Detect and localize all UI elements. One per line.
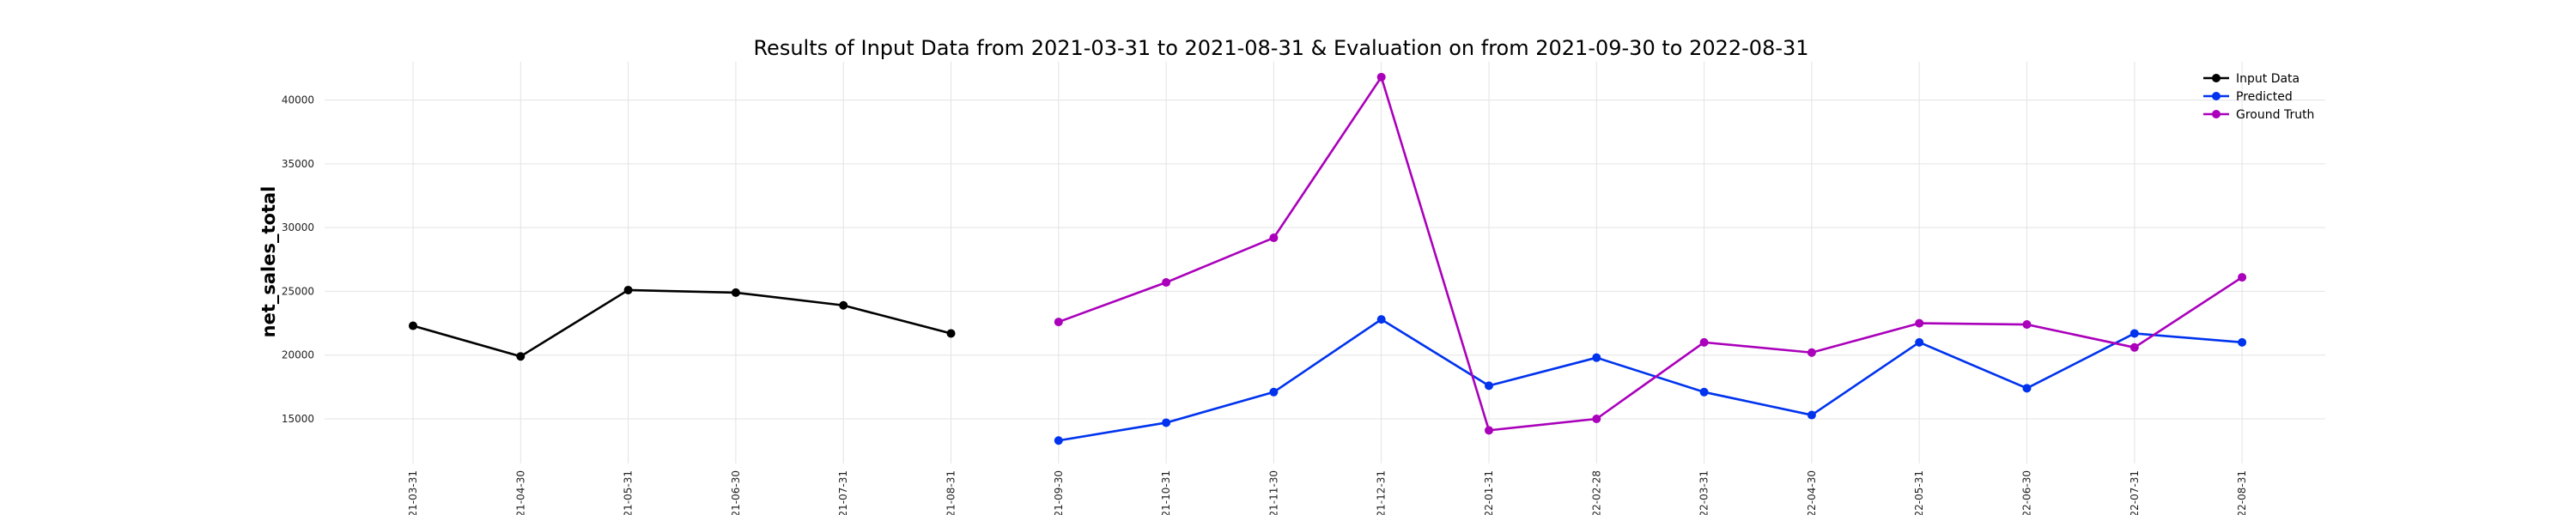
x-tick-label: 21-04-30 (514, 470, 526, 515)
x-tick-label: 22-07-31 (2129, 470, 2141, 515)
data-point (1485, 381, 1493, 391)
y-tick-label: 25000 (282, 285, 314, 297)
data-point (2238, 337, 2247, 347)
y-tick-label: 15000 (282, 413, 314, 425)
data-point (731, 288, 740, 297)
data-point (409, 321, 417, 330)
data-point (1592, 415, 1601, 423)
series-line (1058, 76, 2243, 432)
data-point (2238, 273, 2247, 282)
y-tick-label: 40000 (282, 94, 314, 106)
x-tick-label: 21-05-31 (623, 470, 635, 515)
y-tick-label: 35000 (282, 158, 314, 170)
data-point (946, 329, 956, 338)
legend-entry: Ground Truth (2236, 108, 2314, 122)
legend-entry: Input Data (2236, 72, 2300, 86)
data-point (1807, 348, 1816, 357)
data-point (1376, 315, 1386, 324)
data-point (839, 300, 848, 310)
y-axis-ticks: 15000 20000 25000 30000 35000 40000 (282, 94, 314, 425)
x-tick-label: 21-12-31 (1376, 470, 1388, 515)
legend-entry: Predicted (2236, 90, 2293, 104)
x-tick-label: 22-05-31 (1913, 470, 1925, 515)
x-tick-label: 21-08-31 (945, 470, 957, 515)
legend-swatch-marker (2212, 110, 2221, 118)
legend: Input Data Predicted Ground Truth (2203, 72, 2314, 122)
data-point (2022, 384, 2032, 393)
x-tick-label: 22-08-31 (2236, 470, 2248, 515)
data-point (2022, 320, 2032, 330)
data-point (1162, 278, 1171, 288)
series (409, 72, 2247, 445)
x-tick-label: 22-03-31 (1698, 470, 1710, 515)
data-point (1807, 410, 1816, 420)
data-point (1915, 337, 1924, 347)
data-point (2129, 329, 2139, 338)
data-point (1485, 426, 1493, 435)
data-point (1592, 353, 1601, 362)
data-point (2129, 342, 2139, 352)
y-tick-label: 30000 (282, 221, 314, 233)
series-line (1058, 318, 2243, 442)
chart-title: Results of Input Data from 2021-03-31 to… (753, 36, 1808, 60)
data-point (623, 285, 633, 294)
y-axis-label: net_sales_total (258, 186, 279, 338)
series-line (412, 288, 951, 358)
x-tick-label: 22-01-31 (1483, 470, 1495, 515)
data-point (1269, 233, 1279, 243)
data-point (1269, 387, 1279, 397)
x-tick-label: 21-03-31 (407, 470, 419, 515)
x-tick-label: 21-10-31 (1160, 470, 1172, 515)
data-point (516, 352, 526, 361)
y-tick-label: 20000 (282, 349, 314, 361)
grid (325, 62, 2325, 464)
legend-swatch-marker (2212, 92, 2221, 100)
data-point (1699, 337, 1709, 347)
data-point (1054, 318, 1063, 327)
data-point (1915, 318, 1924, 328)
data-point (1162, 418, 1171, 427)
x-tick-label: 22-06-30 (2021, 470, 2033, 515)
x-tick-label: 22-04-30 (1806, 470, 1818, 515)
x-tick-label: 21-07-31 (837, 470, 849, 515)
data-point (1054, 436, 1063, 445)
data-point (1376, 72, 1386, 82)
x-tick-label: 22-02-28 (1590, 470, 1602, 515)
legend-swatch-marker (2212, 74, 2221, 82)
x-tick-label: 21-11-30 (1267, 470, 1279, 515)
x-axis-ticks: 21-03-31 21-04-30 21-05-31 21-06-30 21-07-31… (407, 470, 2248, 515)
x-tick-label: 21-06-30 (730, 470, 742, 515)
data-point (1699, 387, 1709, 397)
x-tick-label: 21-09-30 (1053, 470, 1065, 515)
